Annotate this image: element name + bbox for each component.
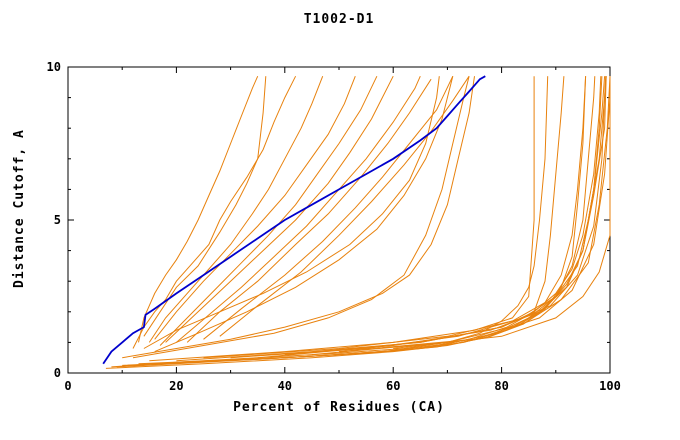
prediction-line <box>149 76 535 362</box>
prediction-line <box>143 76 267 337</box>
prediction-line <box>116 76 602 368</box>
chart-title: T1002-D1 <box>303 12 375 27</box>
prediction-line <box>148 76 324 343</box>
x-tick-label: 100 <box>599 379 621 393</box>
prediction-line <box>132 75 297 349</box>
prediction-line <box>165 75 394 343</box>
x-tick-label: 80 <box>494 379 508 393</box>
prediction-line <box>122 76 475 359</box>
y-tick-label: 5 <box>54 213 61 227</box>
prediction-line <box>154 76 356 340</box>
highlight-line <box>102 75 486 365</box>
prediction-line <box>393 76 611 349</box>
prediction-line <box>105 76 587 369</box>
prediction-line <box>203 76 587 359</box>
y-tick-label: 10 <box>47 60 61 74</box>
prediction-line <box>203 75 454 340</box>
x-tick-label: 20 <box>169 379 183 393</box>
prediction-line <box>138 76 606 365</box>
prediction-line <box>143 76 440 349</box>
x-tick-label: 40 <box>278 379 292 393</box>
prediction-line <box>132 76 470 359</box>
x-axis-label: Percent of Residues (CA) <box>233 400 445 415</box>
x-tick-label: 60 <box>386 379 400 393</box>
prediction-line <box>311 76 611 356</box>
prediction-line <box>176 76 565 362</box>
prediction-line <box>338 76 611 353</box>
x-tick-label: 0 <box>64 379 71 393</box>
prediction-line <box>138 75 259 343</box>
y-tick-label: 0 <box>54 366 61 380</box>
prediction-line <box>111 76 549 368</box>
prediction-line <box>176 75 421 343</box>
prediction-line <box>284 76 607 356</box>
prediction-line <box>154 76 454 353</box>
prediction-line <box>159 75 378 346</box>
prediction-line <box>219 75 470 337</box>
prediction-line <box>186 78 432 343</box>
